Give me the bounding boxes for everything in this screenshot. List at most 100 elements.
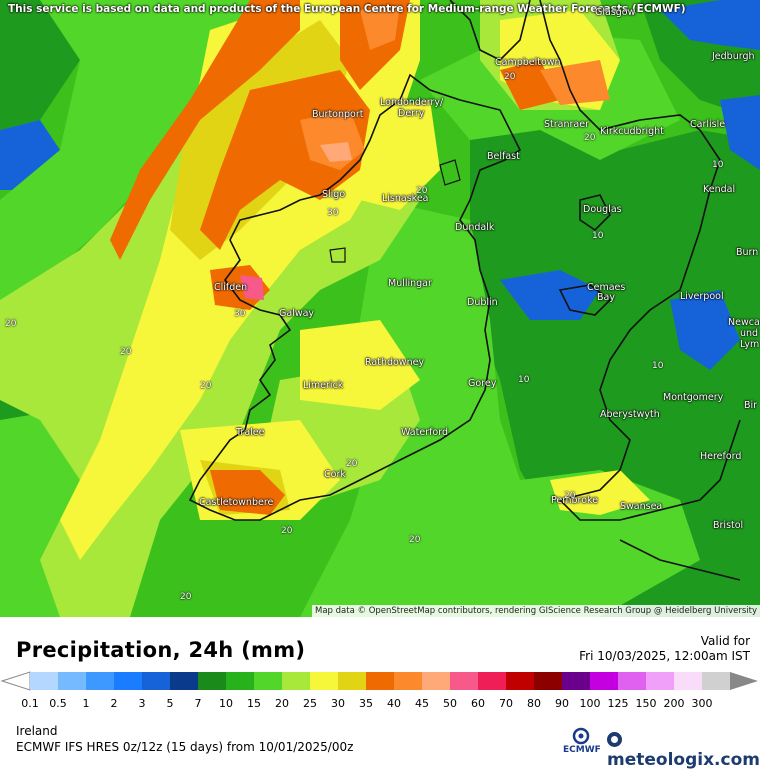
legend-swatch (478, 672, 507, 690)
city-label[interactable]: Bir (744, 400, 758, 411)
meteologix-brand[interactable]: meteologix.com (607, 730, 760, 770)
legend-tick-label: 90 (555, 697, 569, 710)
legend-swatch (646, 672, 675, 690)
color-scale-bar (0, 671, 758, 691)
contour-value-label: 20 (564, 491, 576, 501)
legend-swatch (254, 672, 283, 690)
city-label[interactable]: Tralee (236, 427, 265, 438)
legend-swatch (534, 672, 563, 690)
legend-swatch (394, 672, 423, 690)
contour-value-label: 30 (327, 208, 339, 218)
contour-value-label: 20 (200, 381, 212, 391)
legend-swatch (562, 672, 591, 690)
legend-tick-label: 0.1 (21, 697, 39, 710)
city-label[interactable]: Cork (324, 469, 346, 480)
city-label[interactable]: und (740, 328, 759, 339)
valid-for-label: Valid for (700, 634, 750, 648)
city-label[interactable]: Burtonport (312, 109, 364, 120)
city-label[interactable]: Jedburgh (712, 51, 755, 62)
city-label[interactable]: Kirkcudbright (600, 126, 664, 137)
city-label[interactable]: Aberystwyth (600, 409, 660, 420)
city-label[interactable]: Limerick (303, 380, 344, 391)
valid-time[interactable]: Fri 10/03/2025, 12:00am IST (579, 649, 750, 663)
city-label[interactable]: Gorey (468, 378, 497, 389)
legend-swatch (590, 672, 619, 690)
legend-tick-label: 125 (607, 697, 629, 710)
legend-swatch (338, 672, 367, 690)
region-name: Ireland (16, 724, 58, 738)
city-label[interactable]: Carlisle (690, 119, 726, 130)
contour-value-label: 20 (180, 592, 192, 602)
city-label[interactable]: Castletownbere (199, 497, 274, 508)
city-label[interactable]: Newca (728, 317, 760, 328)
legend-tick-label: 15 (247, 697, 261, 710)
legend-swatch (702, 672, 731, 690)
contour-value-label: 10 (518, 375, 530, 385)
legend-swatch (226, 672, 255, 690)
city-label[interactable]: Galway (279, 308, 315, 319)
city-label[interactable]: Swansea (620, 501, 663, 512)
legend-swatch (30, 672, 59, 690)
city-label[interactable]: Cemaes (587, 282, 626, 293)
city-label[interactable]: Dundalk (455, 222, 495, 233)
city-label[interactable]: Burn (736, 247, 759, 258)
city-label[interactable]: Belfast (487, 151, 520, 162)
legend-tick-label: 3 (138, 697, 146, 710)
contour-value-label: 10 (712, 160, 724, 170)
city-label[interactable]: Stranraer (544, 119, 589, 130)
ecmwf-logo-text: ECMWF (563, 745, 601, 755)
city-label[interactable]: Douglas (583, 204, 622, 215)
legend-swatch (450, 672, 479, 690)
city-label[interactable]: Mullingar (388, 278, 432, 289)
city-label[interactable]: Glasgow (595, 7, 636, 18)
legend-max-arrow (730, 672, 758, 690)
contour-value-label: 20 (409, 535, 421, 545)
legend-tick-label: 100 (579, 697, 601, 710)
ecmwf-logo-icon[interactable] (558, 727, 604, 757)
legend-tick-label: 20 (275, 697, 289, 710)
contour-value-label: 20 (346, 459, 358, 469)
city-label[interactable]: Londonderry/ (380, 97, 444, 108)
contour-value-label: 10 (592, 231, 604, 241)
contour-value-label: 20 (504, 72, 516, 82)
city-label[interactable]: Hereford (700, 451, 742, 462)
city-label[interactable]: Clifden (214, 282, 248, 293)
city-label[interactable]: Pembroke (551, 495, 599, 506)
legend-tick-label: 35 (359, 697, 373, 710)
city-label[interactable]: Lym (740, 339, 760, 350)
legend-tick-label: 5 (166, 697, 174, 710)
legend-swatch (506, 672, 535, 690)
legend-swatch (674, 672, 703, 690)
city-label[interactable]: Kendal (703, 184, 736, 195)
map-attribution: Map data © OpenStreetMap contributors, r… (312, 605, 760, 617)
legend-tick-label: 40 (387, 697, 401, 710)
city-label[interactable]: Waterford (401, 427, 449, 438)
precipitation-map[interactable]: This service is based on data and produc… (0, 0, 760, 617)
city-label[interactable]: Sligo (322, 189, 346, 200)
legend-min-arrow (0, 671, 31, 691)
legend-tick-label: 150 (635, 697, 657, 710)
contour-value-label: 20 (281, 526, 293, 536)
legend-swatch (618, 672, 647, 690)
ecmwf-attribution-note: This service is based on data and produc… (8, 3, 686, 15)
city-label[interactable]: Derry (398, 108, 425, 119)
legend-tick-label: 80 (527, 697, 541, 710)
city-label[interactable]: Rathdowney (365, 357, 425, 368)
legend-swatch (282, 672, 311, 690)
contour-value-label: 20 (584, 133, 596, 143)
city-label[interactable]: Bristol (713, 520, 744, 531)
city-label[interactable]: Lisnaskea (382, 193, 429, 204)
legend-tick-label: 7 (194, 697, 202, 710)
legend-tick-label: 50 (443, 697, 457, 710)
city-label[interactable]: Dublin (467, 297, 498, 308)
legend-swatch (310, 672, 339, 690)
legend-swatch (114, 672, 143, 690)
city-label[interactable]: Bay (597, 292, 615, 303)
city-label[interactable]: Liverpool (680, 291, 724, 302)
city-label[interactable]: Montgomery (663, 392, 724, 403)
contour-value-label: 20 (5, 319, 17, 329)
contour-value-label: 20 (120, 347, 132, 357)
city-label[interactable]: Campbeltown (495, 57, 561, 68)
legend-tick-label: 10 (219, 697, 233, 710)
legend-tick-label: 0.5 (49, 697, 67, 710)
